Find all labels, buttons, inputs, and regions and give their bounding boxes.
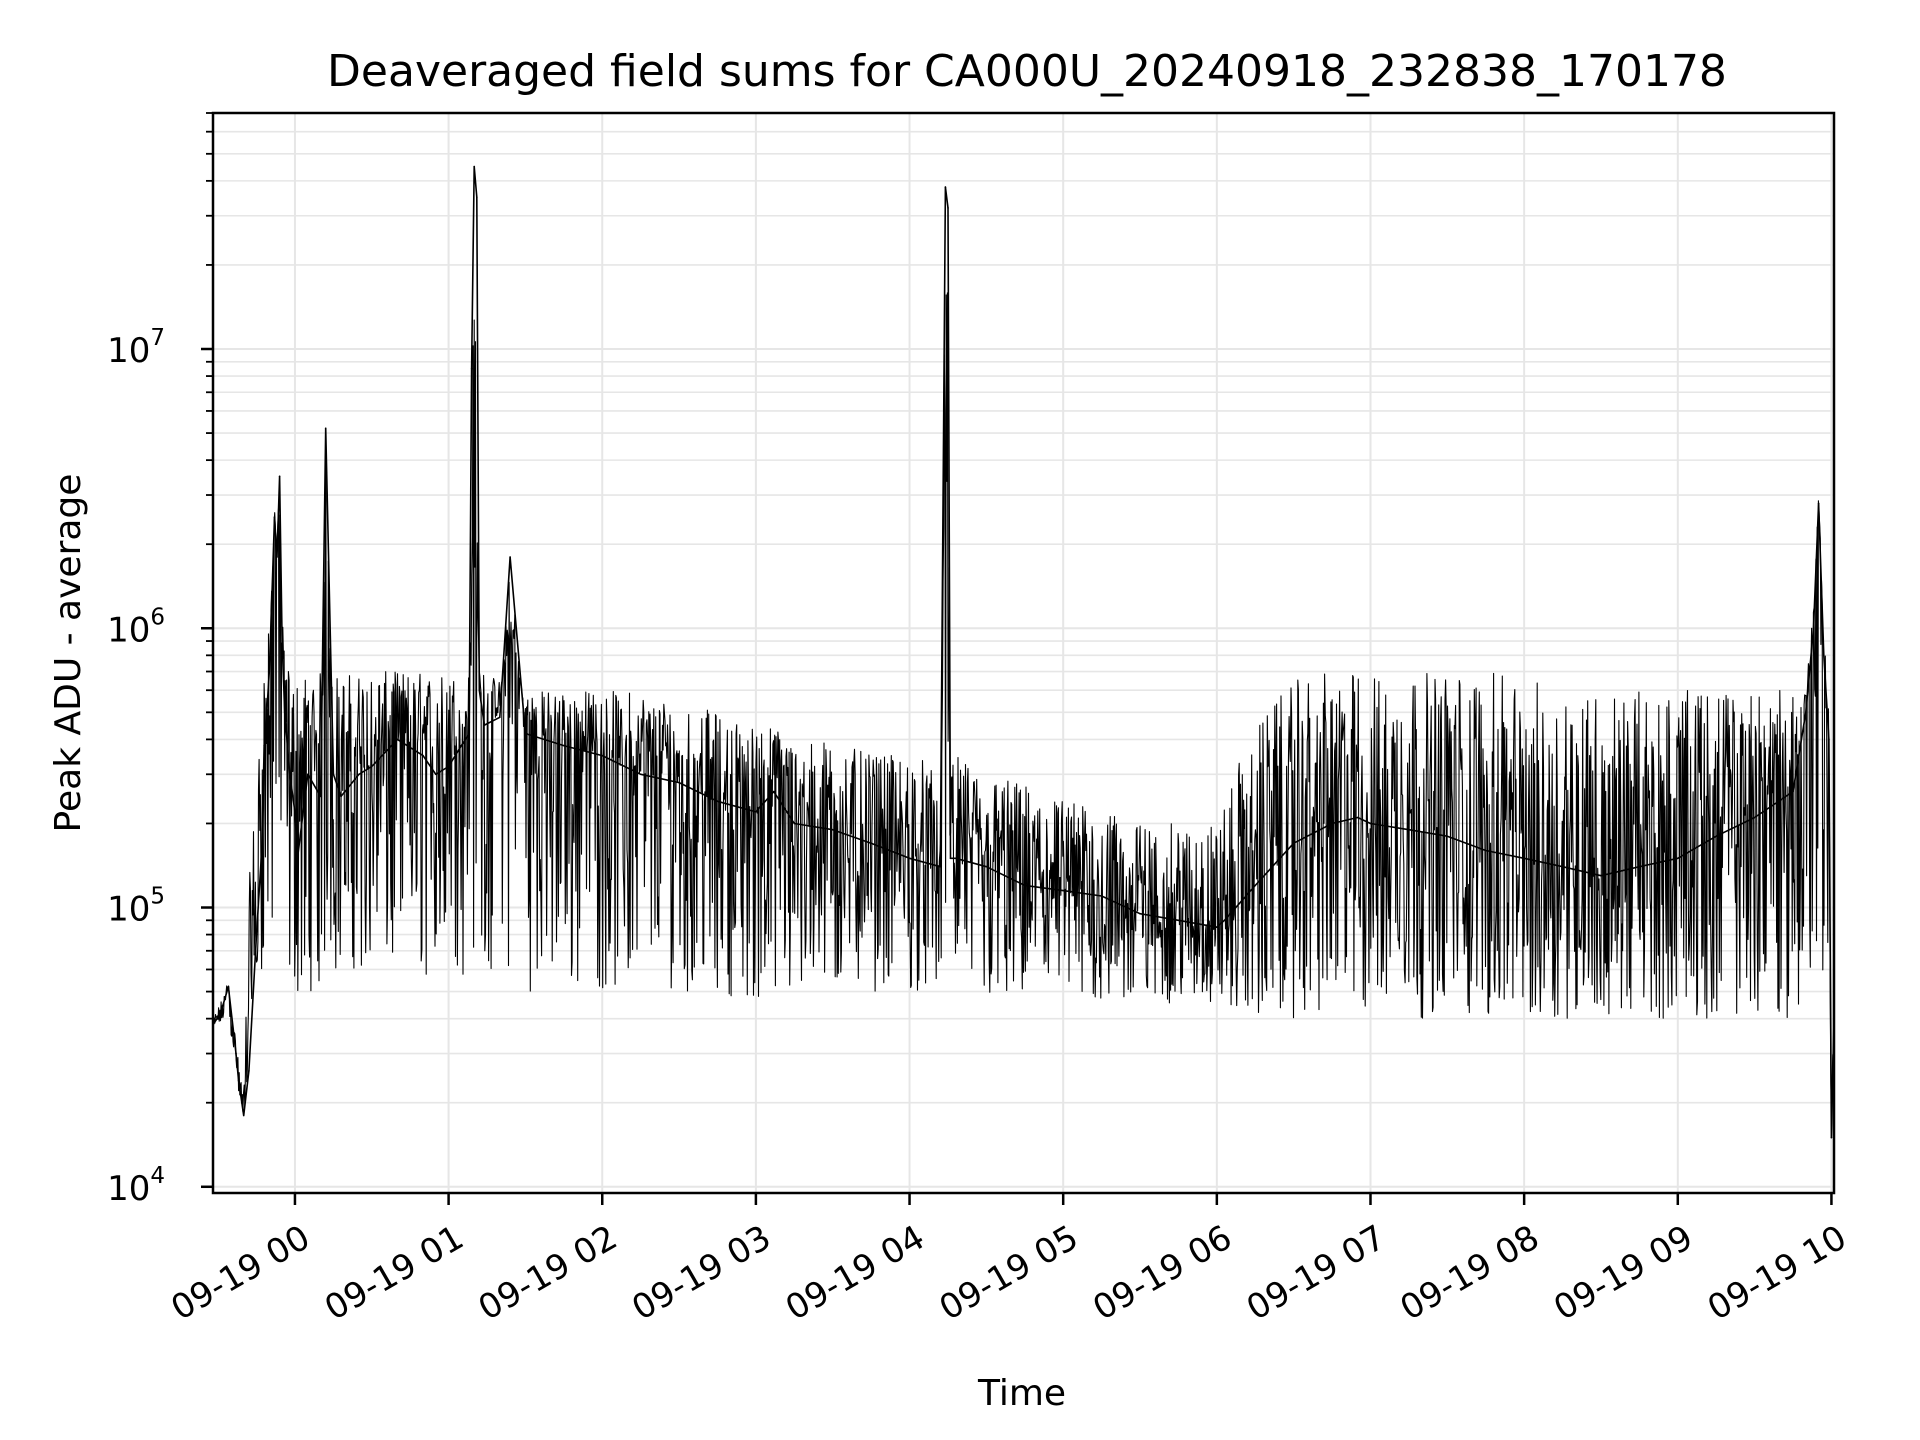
data-point: [242, 1114, 245, 1117]
data-point: [227, 986, 230, 988]
data-point: [255, 933, 258, 936]
data-point: [793, 822, 796, 825]
chart-title: Deaveraged field sums for CA000U_2024091…: [327, 46, 1727, 97]
data-point: [1062, 889, 1064, 892]
data-point: [276, 556, 278, 558]
data-point: [944, 186, 947, 188]
data-point: [1446, 835, 1449, 837]
data-point: [1715, 835, 1717, 837]
data-point: [1805, 711, 1807, 714]
data-point: [1638, 865, 1641, 868]
data-point: [319, 795, 322, 798]
data-point: [478, 689, 481, 691]
data-point: [283, 711, 286, 714]
data-point: [1216, 926, 1218, 928]
data-point: [371, 765, 373, 768]
data-point: [1356, 816, 1359, 819]
data-point: [278, 475, 281, 478]
data-point: [678, 781, 680, 784]
data-point: [1561, 865, 1564, 868]
data-point: [473, 165, 476, 168]
y-tick-exponent: 6: [150, 604, 165, 630]
data-point: [1823, 654, 1825, 657]
data-point: [831, 828, 834, 831]
data-point: [294, 811, 296, 813]
data-point: [755, 811, 757, 813]
data-point: [340, 795, 342, 798]
data-point: [476, 196, 478, 198]
data-point: [1100, 895, 1103, 897]
data-point: [271, 595, 273, 598]
data-point: [289, 773, 291, 776]
data-point: [954, 857, 957, 860]
data-point: [260, 849, 263, 852]
data-point: [1828, 738, 1830, 741]
data-point: [268, 670, 271, 673]
data-point: [396, 738, 399, 741]
data-point: [1408, 828, 1410, 831]
data-point: [601, 754, 603, 757]
y-tick-exponent: 5: [150, 884, 165, 910]
data-point: [435, 773, 437, 776]
y-axis-label: Peak ADU - average: [48, 474, 89, 833]
plot-area-frame: [211, 111, 1836, 1195]
data-point: [949, 857, 952, 860]
data-point: [358, 773, 360, 776]
data-point: [468, 732, 470, 735]
data-point: [219, 1011, 222, 1014]
data-point: [716, 800, 719, 803]
data-point: [1677, 857, 1679, 860]
data-point: [273, 516, 276, 518]
data-point: [460, 744, 463, 747]
data-point: [248, 1070, 250, 1072]
data-point: [296, 857, 299, 860]
data-point: [470, 367, 473, 370]
data-point: [1177, 919, 1180, 922]
data-point: [1024, 884, 1026, 887]
data-point: [324, 427, 327, 430]
data-point: [908, 857, 911, 860]
data-point: [1817, 502, 1820, 505]
data-point: [235, 1052, 237, 1055]
data-point: [1600, 874, 1602, 877]
y-tick-exponent: 7: [150, 325, 165, 351]
data-point: [1292, 842, 1295, 844]
data-point: [483, 724, 486, 726]
data-point: [266, 711, 268, 714]
data-point: [281, 640, 283, 642]
data-point: [524, 732, 527, 735]
data-point: [1792, 790, 1794, 793]
data-point: [237, 1079, 240, 1082]
data-point: [1223, 919, 1226, 922]
data-point: [563, 744, 565, 747]
data-point: [422, 754, 424, 757]
data-point: [773, 790, 775, 793]
data-point: [1254, 884, 1257, 887]
data-point: [263, 744, 266, 747]
series-layer: [212, 165, 1835, 1139]
data-point: [509, 556, 511, 558]
data-point: [332, 773, 335, 776]
data-point: [1812, 627, 1815, 630]
data-point: [1830, 1136, 1833, 1139]
data-point: [499, 716, 501, 719]
data-point: [985, 865, 988, 868]
data-point: [939, 865, 942, 868]
data-point: [1369, 822, 1372, 825]
data-point: [1484, 849, 1487, 852]
data-point: [1523, 857, 1525, 860]
data-point: [447, 765, 450, 768]
x-axis-label: Time: [977, 1373, 1066, 1414]
y-tick-exponent: 4: [150, 1163, 165, 1189]
series-noise-band: [212, 292, 1835, 1113]
data-point: [639, 773, 642, 776]
data-point: [1331, 822, 1333, 825]
data-point: [1139, 912, 1141, 915]
data-point: [947, 207, 949, 209]
data-point: [1753, 816, 1756, 819]
y-tick-label: 104: [107, 1163, 165, 1209]
data-point: [307, 773, 309, 776]
data-point: [870, 842, 872, 844]
